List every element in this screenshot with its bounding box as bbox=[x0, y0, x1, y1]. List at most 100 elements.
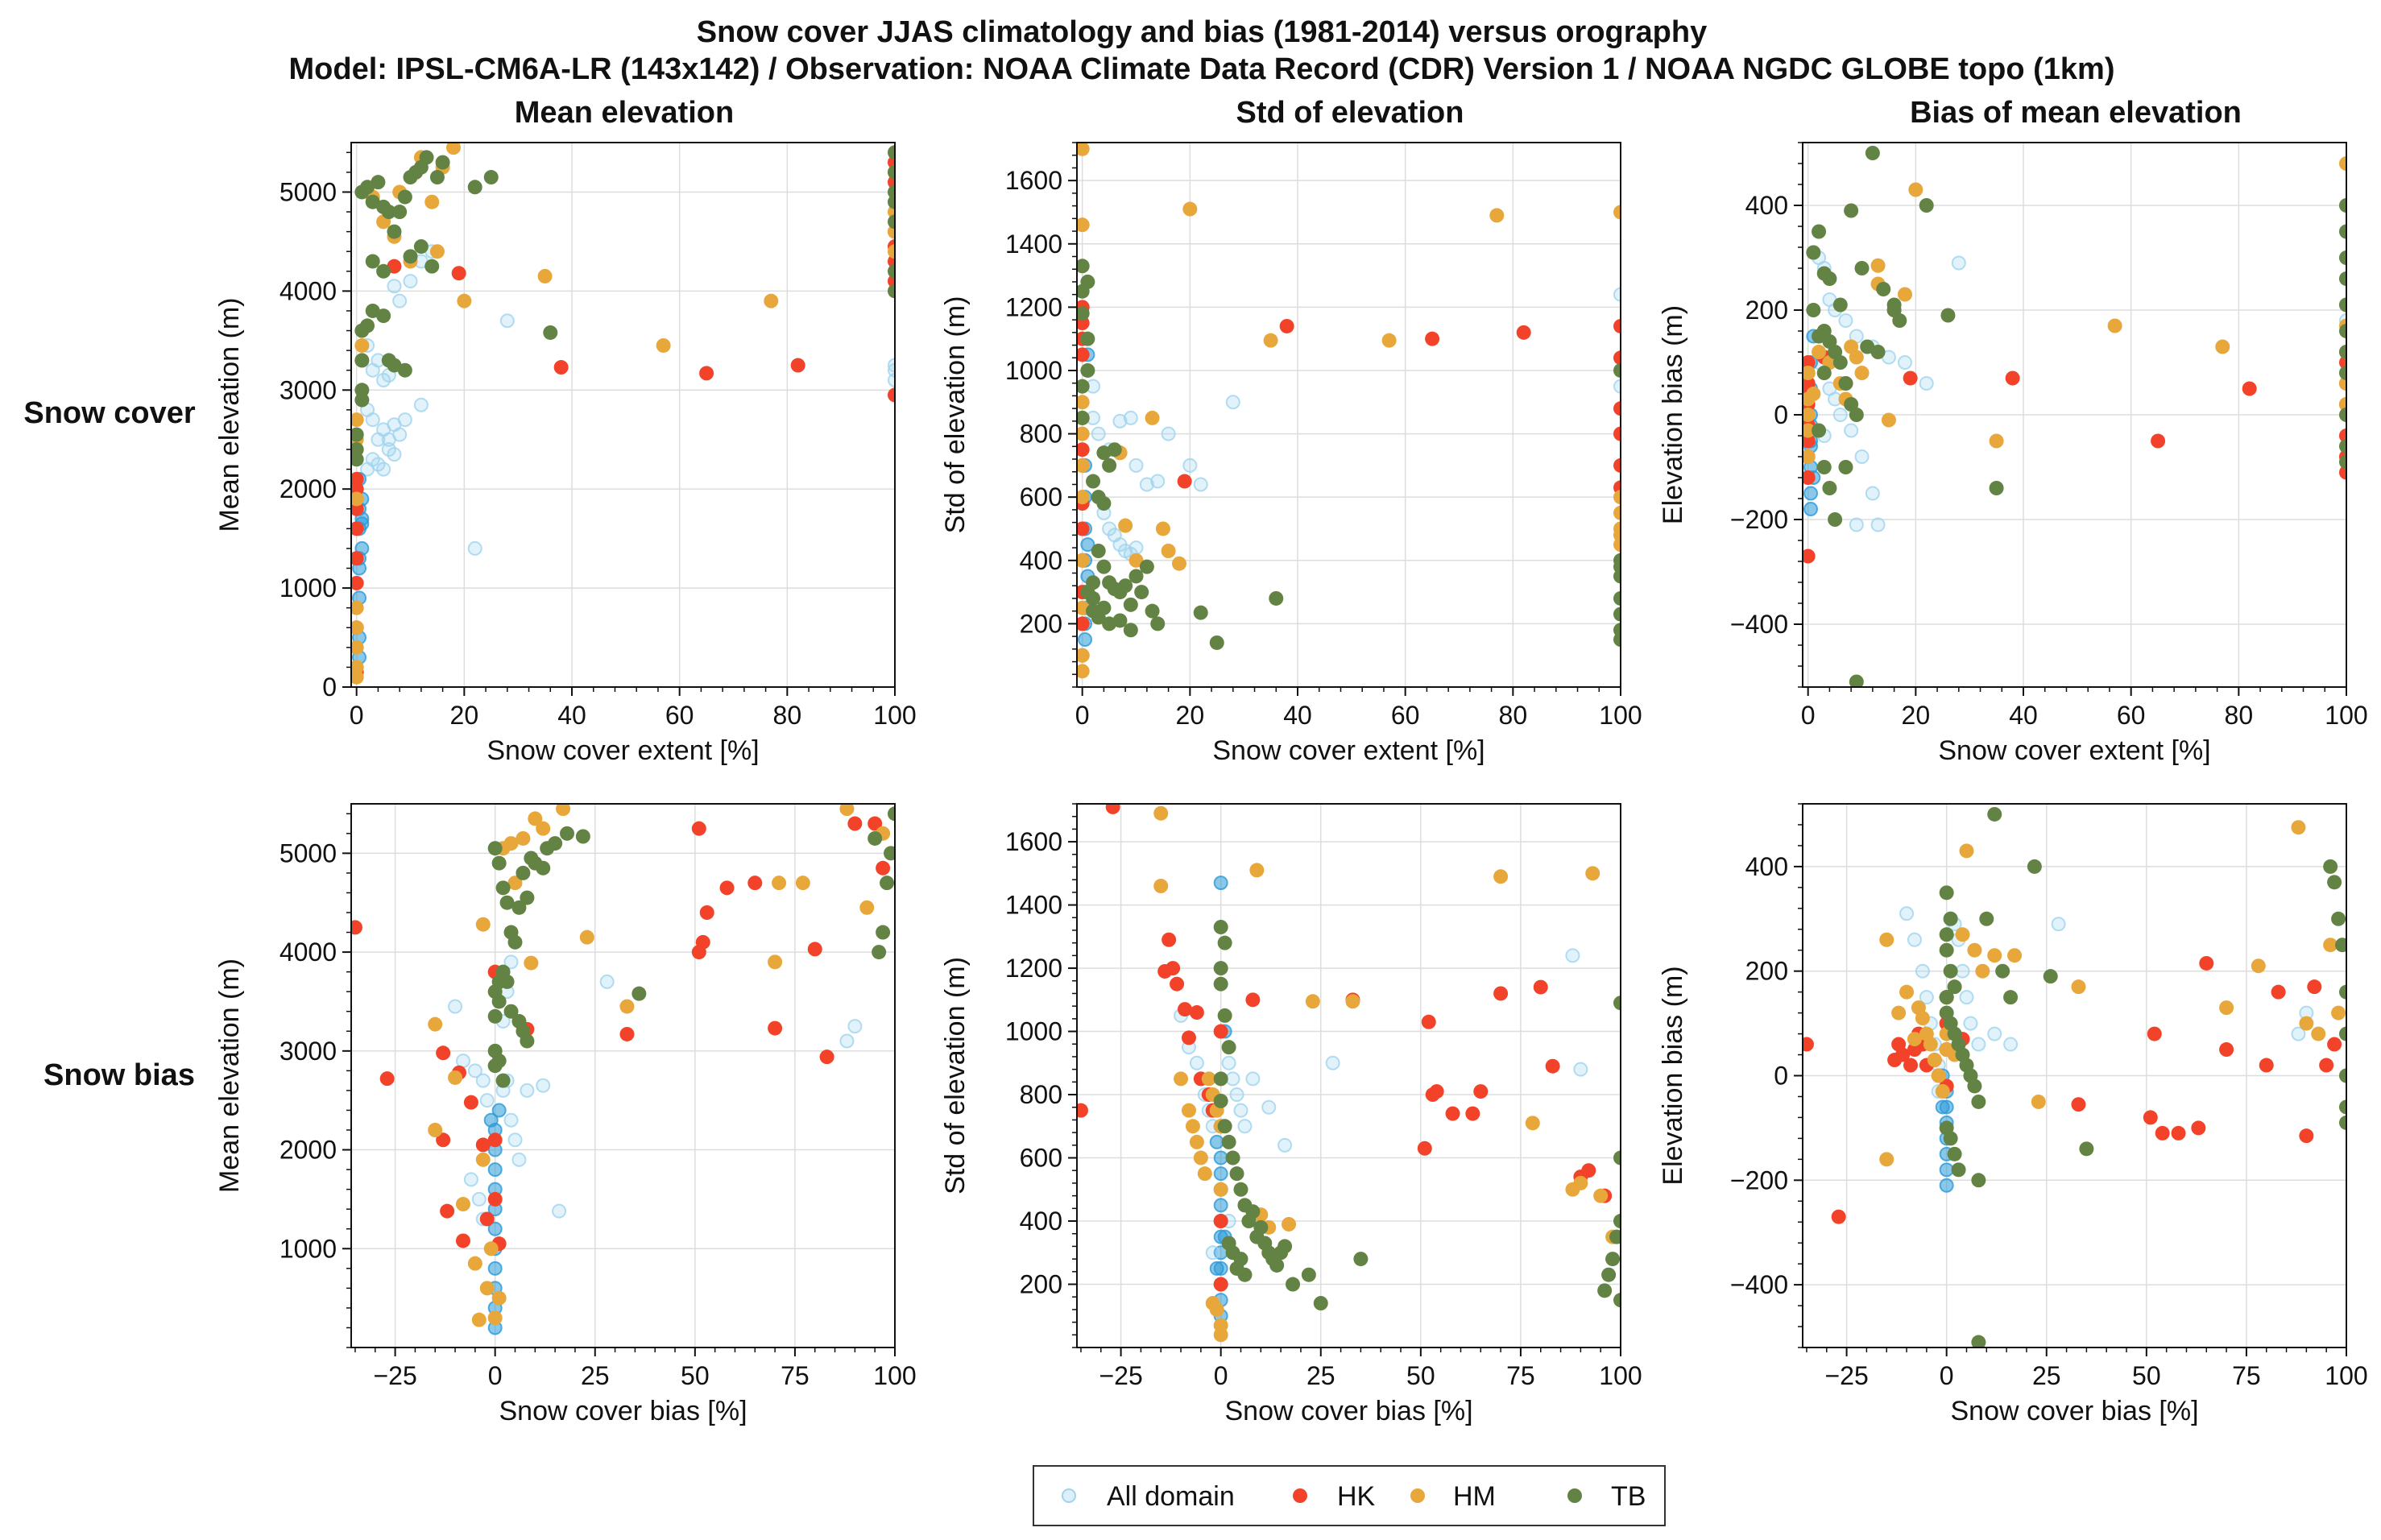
point-tb bbox=[1077, 306, 1090, 321]
point-tb bbox=[1134, 585, 1149, 600]
point-all-domain bbox=[1565, 948, 1580, 963]
point-hm bbox=[795, 876, 810, 891]
point-all-domain bbox=[503, 1112, 519, 1128]
point-all-domain bbox=[1128, 540, 1144, 556]
point-tb bbox=[1353, 1252, 1369, 1267]
point-tb bbox=[511, 900, 527, 915]
point-tb bbox=[2339, 366, 2346, 380]
point-hm bbox=[491, 1290, 507, 1306]
tick-label-x: 0 bbox=[350, 701, 364, 730]
point-tb bbox=[888, 806, 895, 822]
point-tb bbox=[543, 325, 558, 340]
point-all-domain bbox=[1237, 1119, 1253, 1134]
point-tb bbox=[1844, 203, 1859, 218]
point-tb bbox=[1091, 544, 1106, 558]
point-hk bbox=[1213, 1277, 1228, 1292]
point-hm bbox=[1493, 869, 1509, 884]
point-tb bbox=[1150, 616, 1166, 631]
point-tb bbox=[1217, 935, 1232, 950]
point-tb bbox=[1096, 445, 1112, 461]
point-tb bbox=[1118, 578, 1133, 594]
point-hk bbox=[436, 1045, 451, 1061]
point-tb bbox=[2027, 859, 2042, 874]
point-tb bbox=[1086, 474, 1101, 489]
tick-label-x: 0 bbox=[1075, 701, 1090, 730]
tick-label-x: 0 bbox=[1801, 701, 1816, 730]
point-tb bbox=[2339, 1115, 2346, 1130]
point-hm bbox=[1931, 1068, 1946, 1083]
point-hk bbox=[2299, 1128, 2314, 1144]
point-tb bbox=[872, 945, 887, 960]
point-tb bbox=[1806, 245, 1821, 260]
point-hm bbox=[1803, 408, 1816, 422]
point-hm bbox=[2031, 1094, 2046, 1109]
point-hk bbox=[1533, 979, 1548, 995]
point-all-domain bbox=[1573, 1062, 1588, 1077]
tick-label-y: 2000 bbox=[280, 1136, 337, 1165]
point-tb bbox=[1233, 1182, 1248, 1197]
point-tb bbox=[1269, 590, 1284, 606]
scatter-points bbox=[351, 143, 895, 685]
point-hk bbox=[2147, 1026, 2162, 1041]
point-tb bbox=[2339, 439, 2346, 453]
point-tb bbox=[365, 303, 380, 318]
point-hk bbox=[2259, 1058, 2274, 1073]
point-tb bbox=[1939, 942, 1954, 958]
point-all-domain bbox=[1955, 963, 1970, 979]
point-hm bbox=[475, 917, 491, 932]
point-tb bbox=[2339, 345, 2346, 359]
point-hm bbox=[2007, 948, 2023, 963]
point-hm bbox=[2299, 1016, 2314, 1031]
point-all-domain bbox=[387, 447, 402, 462]
point-hk bbox=[1493, 986, 1509, 1001]
point-all-domain bbox=[503, 954, 519, 970]
tick-label-x: 0 bbox=[1940, 1361, 1954, 1390]
point-hk bbox=[440, 1203, 455, 1219]
scatter-points bbox=[351, 804, 895, 1335]
y-axis-label: Elevation bias (m) bbox=[1658, 305, 1688, 524]
point-tb bbox=[1077, 259, 1090, 274]
point-hm bbox=[1077, 490, 1090, 505]
point-hm bbox=[1955, 927, 1970, 942]
point-tb bbox=[1313, 1296, 1328, 1311]
point-tb bbox=[392, 205, 408, 220]
point-hm bbox=[428, 1123, 443, 1137]
point-tb bbox=[1613, 606, 1621, 622]
point-hm bbox=[428, 1016, 443, 1032]
point-tb bbox=[1995, 963, 2010, 979]
point-tb bbox=[2339, 271, 2346, 286]
point-tb bbox=[1217, 1119, 1232, 1134]
row-title-snow-cover: Snow cover bbox=[23, 396, 195, 430]
point-hk bbox=[2143, 1110, 2158, 1125]
point-hk bbox=[1473, 1084, 1489, 1099]
point-hm bbox=[1891, 1005, 1907, 1020]
point-tb bbox=[1828, 512, 1843, 527]
legend-label-all-domain: All domain bbox=[1107, 1481, 1235, 1512]
point-tb bbox=[2339, 1068, 2346, 1083]
point-all-domain bbox=[552, 1203, 567, 1219]
point-hm bbox=[1181, 1103, 1196, 1118]
point-tb bbox=[1613, 553, 1621, 568]
point-hk bbox=[2199, 955, 2214, 971]
point-hm bbox=[479, 1281, 495, 1296]
tick-label-y: 1600 bbox=[1005, 827, 1062, 856]
point-hm bbox=[2219, 1000, 2234, 1016]
point-tb bbox=[354, 392, 370, 408]
tick-label-x: 50 bbox=[681, 1361, 710, 1390]
tick-label-y: 800 bbox=[1020, 420, 1062, 449]
tick-label-x: 75 bbox=[2232, 1361, 2261, 1390]
point-tb bbox=[1919, 198, 1934, 213]
point-hk bbox=[351, 920, 362, 935]
point-all-domain bbox=[499, 313, 515, 329]
point-all-domain bbox=[1091, 426, 1106, 441]
tick-label-x: 40 bbox=[557, 701, 586, 730]
point-tb bbox=[1971, 1173, 1986, 1188]
point-all-domain bbox=[1963, 1016, 1978, 1031]
tick-label-y: −200 bbox=[1730, 1165, 1788, 1194]
tick-label-x: 60 bbox=[2117, 701, 2146, 730]
tick-label-x: 80 bbox=[773, 701, 802, 730]
tick-label-y: 600 bbox=[1020, 1144, 1062, 1173]
y-axis-label: Mean elevation (m) bbox=[214, 297, 245, 532]
point-hm bbox=[1077, 664, 1090, 679]
